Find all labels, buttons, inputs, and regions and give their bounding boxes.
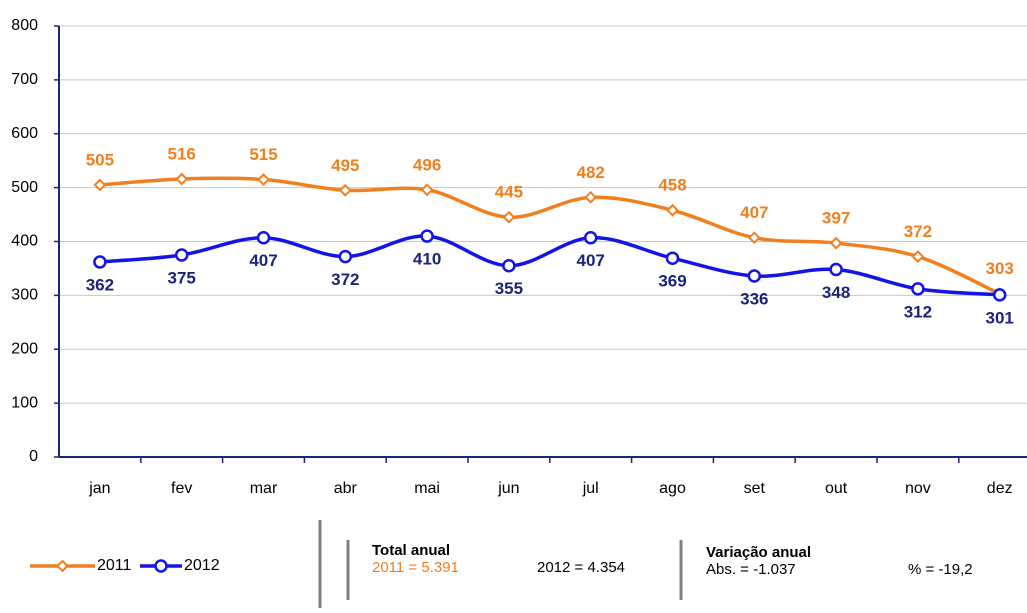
x-tick-label: ago — [659, 480, 686, 497]
y-tick-label: 300 — [11, 287, 38, 304]
value-label: 348 — [822, 283, 850, 302]
marker — [154, 559, 168, 573]
value-label: 445 — [495, 183, 523, 202]
value-label: 458 — [658, 176, 686, 195]
value-label: 397 — [822, 209, 850, 228]
x-tick-label: abr — [334, 480, 358, 497]
y-tick-label: 800 — [11, 17, 38, 34]
x-tick-label: set — [744, 480, 766, 497]
value-label: 336 — [740, 289, 768, 308]
x-tick-label: mar — [250, 480, 278, 497]
value-label: 407 — [249, 251, 277, 270]
marker — [911, 250, 925, 263]
x-tick-label: mai — [414, 480, 440, 497]
marker — [93, 178, 107, 192]
y-tick-label: 100 — [11, 394, 38, 411]
value-label: 355 — [495, 279, 523, 298]
x-tick-label: fev — [171, 480, 192, 497]
y-tick-label: 400 — [11, 233, 38, 250]
x-tick-label: jul — [582, 480, 599, 497]
marker — [175, 172, 189, 186]
marker — [502, 258, 516, 273]
marker — [583, 230, 598, 245]
marker — [338, 183, 352, 197]
value-label: 515 — [249, 145, 277, 164]
value-label: 505 — [86, 150, 114, 169]
y-tick-label: 0 — [29, 448, 38, 465]
annotation-item: Abs. = -1.037 — [706, 561, 796, 578]
marker — [420, 183, 434, 197]
x-tick-label: out — [825, 480, 848, 497]
x-tick-label: jan — [88, 480, 110, 497]
marker — [666, 203, 679, 217]
value-label: 303 — [986, 259, 1014, 278]
marker — [911, 282, 925, 296]
y-tick-label: 200 — [11, 340, 38, 357]
value-label: 362 — [86, 275, 114, 294]
y-tick-label: 600 — [11, 125, 38, 142]
annotation-item: 2012 = 4.354 — [537, 559, 625, 576]
x-tick-label: nov — [905, 480, 931, 497]
y-tick-label: 500 — [11, 179, 38, 196]
marker — [56, 559, 69, 573]
value-label: 407 — [740, 203, 768, 222]
annotation-title: Total anual — [372, 542, 450, 559]
marker — [747, 231, 761, 245]
y-tick-label: 700 — [11, 71, 38, 88]
marker — [420, 229, 434, 243]
value-label: 495 — [331, 156, 359, 175]
value-label: 516 — [168, 144, 196, 163]
value-label: 482 — [577, 163, 605, 182]
marker — [829, 262, 843, 277]
legend-label: 2011 — [97, 557, 132, 574]
marker — [93, 255, 107, 269]
marker — [665, 251, 680, 265]
marker — [338, 249, 353, 264]
value-label: 375 — [168, 268, 196, 287]
marker — [174, 248, 189, 262]
annotation-item: 2011 = 5.391 — [372, 559, 459, 576]
marker — [829, 236, 843, 250]
marker — [992, 288, 1007, 302]
marker — [256, 230, 271, 245]
value-label: 372 — [331, 270, 359, 289]
value-label: 410 — [413, 250, 441, 269]
marker — [747, 269, 762, 283]
value-label: 312 — [904, 302, 932, 321]
annotation-item: % = -19,2 — [908, 561, 973, 578]
legend-label: 2012 — [184, 557, 220, 574]
x-tick-label: jun — [497, 480, 519, 497]
series-line — [99, 176, 1001, 296]
marker — [502, 210, 516, 224]
x-tick-label: dez — [987, 480, 1013, 497]
marker — [584, 190, 598, 204]
annotation-title: Variação anual — [706, 544, 811, 561]
marker — [257, 173, 270, 186]
value-label: 407 — [577, 251, 605, 270]
value-label: 372 — [904, 222, 932, 241]
value-label: 496 — [413, 155, 441, 174]
value-label: 301 — [986, 308, 1014, 327]
series-line — [99, 234, 1000, 297]
value-label: 369 — [658, 272, 686, 291]
